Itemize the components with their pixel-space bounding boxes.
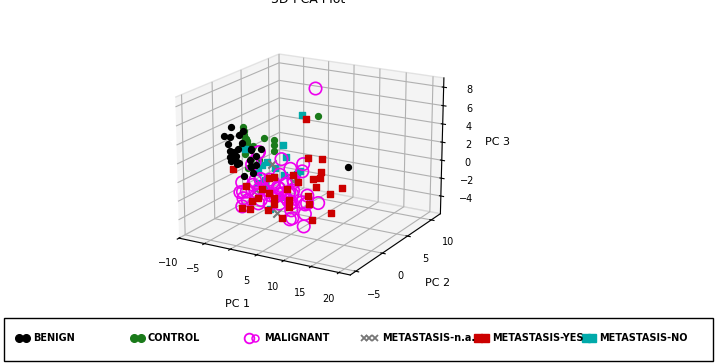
Text: BENIGN: BENIGN — [33, 334, 75, 343]
Text: METASTASIS-NO: METASTASIS-NO — [599, 334, 688, 343]
Text: MALIGNANT: MALIGNANT — [264, 334, 329, 343]
Y-axis label: PC 2: PC 2 — [425, 278, 450, 288]
Text: METASTASIS-YES: METASTASIS-YES — [492, 334, 584, 343]
Text: CONTROL: CONTROL — [148, 334, 200, 343]
Text: METASTASIS-n.a.: METASTASIS-n.a. — [382, 334, 475, 343]
X-axis label: PC 1: PC 1 — [225, 299, 250, 309]
Title: Unsupervised Clustering
3D-PCA Plot: Unsupervised Clustering 3D-PCA Plot — [232, 0, 385, 5]
FancyBboxPatch shape — [4, 318, 713, 361]
